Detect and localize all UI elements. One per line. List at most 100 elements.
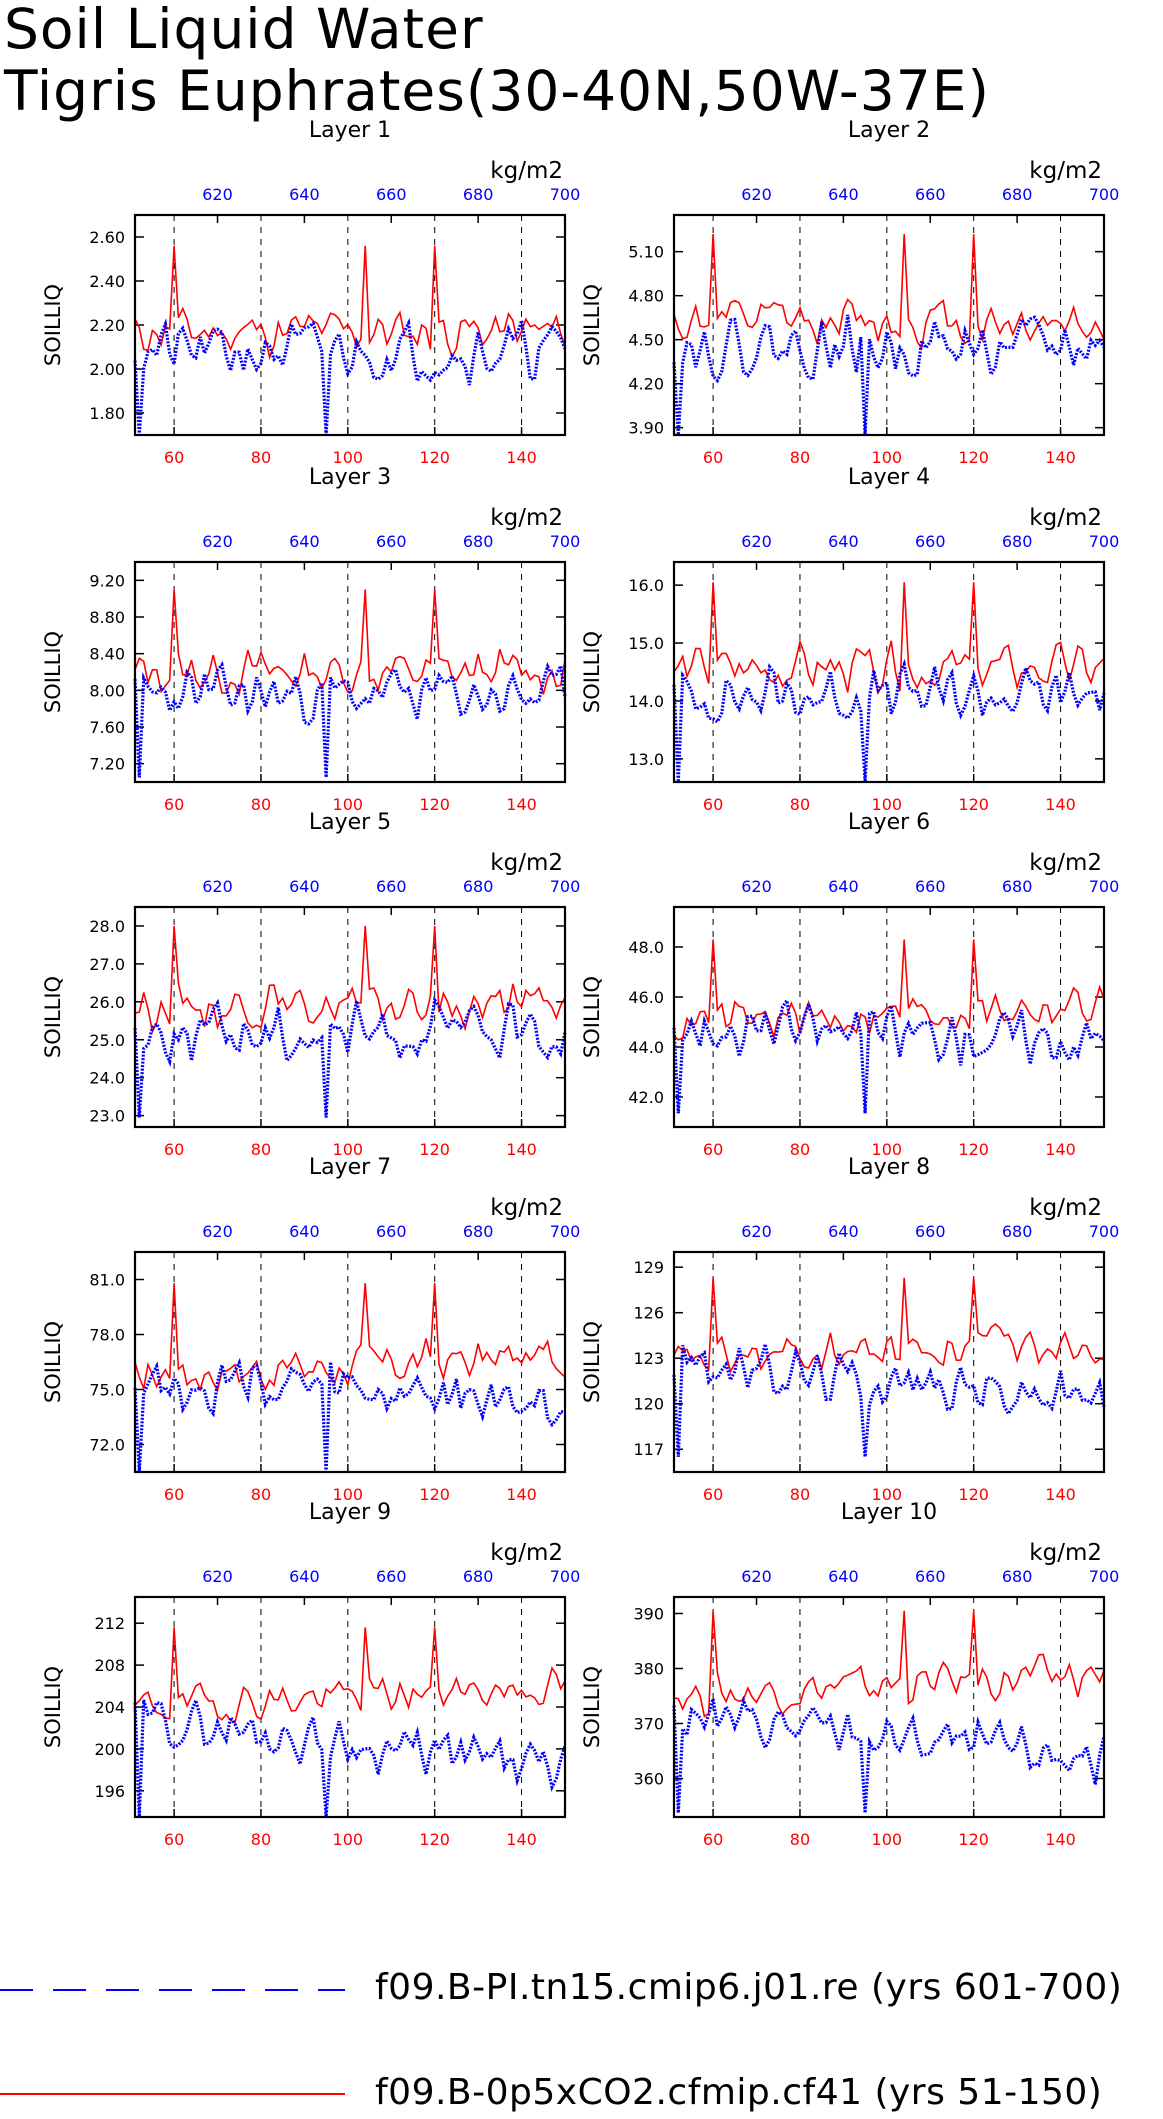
- y-axis-label: SOILLIQ: [580, 976, 604, 1058]
- y-tick-label: 78.0: [89, 1326, 125, 1345]
- bottom-tick-label: 60: [164, 1830, 184, 1849]
- y-tick-label: 42.0: [628, 1088, 664, 1107]
- bottom-tick-label: 100: [872, 1140, 903, 1159]
- top-tick-label: 700: [1089, 185, 1120, 204]
- bottom-tick-label: 60: [164, 795, 184, 814]
- panel-title: Layer 8: [848, 1155, 930, 1180]
- panel-title: Layer 10: [841, 1500, 937, 1525]
- series-line-blue: [672, 1343, 1106, 1457]
- top-tick-label: 660: [915, 532, 946, 551]
- panel-title: Layer 6: [848, 810, 930, 835]
- bottom-tick-label: 60: [164, 1140, 184, 1159]
- y-axis-label: SOILLIQ: [41, 284, 65, 366]
- y-axis-label: SOILLIQ: [41, 1666, 65, 1748]
- series-line-blue: [133, 317, 567, 436]
- top-tick-label: 680: [1002, 1567, 1033, 1586]
- panel-6: Layer 6 kg/m2 620 640 660 680 700 60 80 100 120 140…: [580, 810, 1119, 1159]
- units-label: kg/m2: [1029, 1195, 1102, 1221]
- bottom-tick-label: 60: [164, 1485, 184, 1504]
- bottom-tick-label: 60: [703, 1140, 723, 1159]
- y-tick-label: 117: [633, 1440, 664, 1459]
- y-tick-label: 8.80: [89, 608, 125, 627]
- bottom-tick-label: 60: [703, 795, 723, 814]
- bottom-tick-label: 140: [506, 795, 537, 814]
- series-line-red: [134, 245, 566, 361]
- bottom-tick-label: 100: [333, 795, 364, 814]
- bottom-tick-label: 100: [872, 448, 903, 467]
- top-tick-label: 700: [1089, 1222, 1120, 1241]
- series-line-red: [673, 939, 1105, 1041]
- panel-title: Layer 2: [848, 118, 930, 143]
- panel-5: Layer 5 kg/m2 620 640 660 680 700 60 80 100 120 140…: [41, 810, 580, 1159]
- top-tick-label: 640: [289, 1222, 320, 1241]
- plot-frame: [133, 905, 567, 1129]
- bottom-tick-label: 80: [790, 1485, 810, 1504]
- bottom-tick-label: 60: [703, 1830, 723, 1849]
- bottom-tick-label: 140: [1045, 1485, 1076, 1504]
- bottom-tick-label: 80: [251, 795, 271, 814]
- bottom-tick-label: 80: [790, 795, 810, 814]
- top-tick-label: 620: [202, 185, 233, 204]
- top-tick-label: 640: [828, 1567, 859, 1586]
- bottom-tick-label: 100: [872, 1485, 903, 1504]
- y-tick-label: 204: [94, 1698, 125, 1717]
- bottom-tick-label: 60: [703, 1485, 723, 1504]
- y-axis-label: SOILLIQ: [580, 1321, 604, 1403]
- y-axis-label: SOILLIQ: [580, 631, 604, 713]
- bottom-tick-label: 120: [419, 1140, 450, 1159]
- bottom-tick-label: 80: [790, 1140, 810, 1159]
- y-axis-label: SOILLIQ: [41, 1321, 65, 1403]
- top-tick-label: 660: [376, 1567, 407, 1586]
- top-tick-label: 620: [202, 1567, 233, 1586]
- units-label: kg/m2: [1029, 158, 1102, 184]
- bottom-tick-label: 80: [251, 448, 271, 467]
- top-tick-label: 680: [463, 877, 494, 896]
- y-tick-label: 370: [633, 1715, 664, 1734]
- top-tick-label: 640: [828, 185, 859, 204]
- y-tick-label: 25.0: [89, 1031, 125, 1050]
- bottom-tick-label: 100: [872, 795, 903, 814]
- top-tick-label: 620: [741, 1567, 772, 1586]
- top-tick-label: 680: [463, 532, 494, 551]
- top-tick-label: 700: [1089, 532, 1120, 551]
- series-line-red: [134, 589, 566, 698]
- y-tick-label: 2.20: [89, 316, 125, 335]
- y-tick-label: 4.20: [628, 375, 664, 394]
- top-tick-label: 620: [741, 532, 772, 551]
- bottom-tick-label: 140: [1045, 795, 1076, 814]
- y-axis-label: SOILLIQ: [41, 631, 65, 713]
- bottom-tick-label: 60: [164, 448, 184, 467]
- top-tick-label: 620: [202, 877, 233, 896]
- top-tick-label: 620: [741, 185, 772, 204]
- y-tick-label: 75.0: [89, 1381, 125, 1400]
- bottom-tick-label: 120: [958, 1140, 989, 1159]
- y-tick-label: 9.20: [89, 571, 125, 590]
- bottom-tick-label: 100: [333, 1140, 364, 1159]
- y-tick-label: 120: [633, 1395, 664, 1414]
- plot-frame: [672, 560, 1106, 784]
- top-tick-label: 700: [1089, 877, 1120, 896]
- panel-title: Layer 7: [309, 1155, 391, 1180]
- y-tick-label: 72.0: [89, 1436, 125, 1455]
- top-tick-label: 620: [741, 877, 772, 896]
- top-tick-label: 640: [828, 532, 859, 551]
- bottom-tick-label: 120: [958, 795, 989, 814]
- y-tick-label: 8.00: [89, 681, 125, 700]
- panel-title: Layer 9: [309, 1500, 391, 1525]
- bottom-tick-label: 140: [506, 448, 537, 467]
- bottom-tick-label: 100: [872, 1830, 903, 1849]
- top-tick-label: 620: [202, 1222, 233, 1241]
- series-line-red: [673, 582, 1105, 695]
- bottom-tick-label: 120: [419, 795, 450, 814]
- y-tick-label: 14.0: [628, 692, 664, 711]
- legend-red-label: f09.B-0p5xCO2.cfmip.cf41 (yrs 51-150): [375, 2072, 1103, 2113]
- y-tick-label: 126: [633, 1304, 664, 1323]
- y-tick-label: 129: [633, 1258, 664, 1277]
- top-tick-label: 640: [289, 532, 320, 551]
- series-line-blue: [133, 995, 567, 1118]
- y-tick-label: 208: [94, 1656, 125, 1675]
- y-tick-label: 81.0: [89, 1271, 125, 1290]
- y-tick-label: 4.80: [628, 287, 664, 306]
- y-tick-label: 27.0: [89, 955, 125, 974]
- top-tick-label: 680: [1002, 1222, 1033, 1241]
